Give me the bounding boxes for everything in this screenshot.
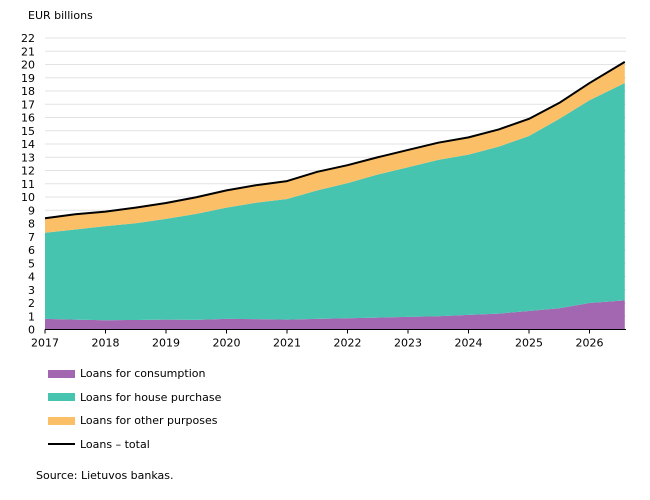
y-tick-label: 4 (28, 271, 35, 284)
y-axis-unit-label: EUR billions (28, 9, 93, 22)
legend-swatch-total (48, 443, 75, 446)
x-tick-label: 2020 (213, 337, 241, 350)
x-tick-label: 2021 (273, 337, 301, 350)
y-tick-label: 3 (28, 284, 35, 297)
total-line-group (44, 60, 626, 220)
y-tick-label: 20 (21, 59, 35, 72)
y-tick-label: 11 (21, 178, 35, 191)
legend-swatch-consumption (48, 369, 75, 378)
y-tick-label: 2 (28, 297, 35, 310)
y-tick-label: 17 (21, 98, 35, 111)
x-tick-label: 2026 (576, 337, 604, 350)
y-tick-label: 22 (21, 32, 35, 45)
legend-label-consumption: Loans for consumption (80, 367, 206, 381)
y-tick-label: 13 (21, 151, 35, 164)
x-tick-label: 2025 (515, 337, 543, 350)
legend-item-other-purposes: Loans for other purposes (48, 409, 221, 433)
legend-label-total: Loans – total (80, 437, 150, 451)
x-axis-ticks: 2017 2018 2019 2020 2021 2022 2023 2024 2025 2026 (31, 329, 604, 350)
legend-item-consumption: Loans for consumption (48, 362, 221, 386)
legend-swatch-house-purchase (48, 393, 75, 402)
legend-label-house-purchase: Loans for house purchase (80, 390, 222, 404)
stacked-areas (45, 61, 625, 330)
y-tick-label: 10 (21, 191, 35, 204)
y-tick-label: 21 (21, 45, 35, 58)
source-note: Source: Lietuvos bankas. (36, 469, 174, 482)
y-tick-label: 16 (21, 112, 35, 125)
legend-item-total: Loans – total (48, 433, 221, 457)
total-loans-line (44, 60, 626, 220)
area-house-purchase (45, 83, 625, 321)
y-tick-label: 6 (28, 244, 35, 257)
x-tick-label: 2018 (92, 337, 120, 350)
legend-label-other-purposes: Loans for other purposes (80, 414, 218, 428)
y-tick-label: 5 (28, 257, 35, 270)
area-consumption (45, 300, 625, 330)
y-tick-label: 0 (28, 324, 35, 337)
x-tick-label: 2019 (152, 337, 180, 350)
x-tick-label: 2023 (394, 337, 422, 350)
y-tick-label: 1 (28, 310, 35, 323)
y-tick-label: 15 (21, 125, 35, 138)
y-tick-label: 12 (21, 165, 35, 178)
y-tick-label: 19 (21, 72, 35, 85)
y-tick-label: 8 (28, 218, 35, 231)
y-tick-label: 9 (28, 204, 35, 217)
y-tick-label: 18 (21, 85, 35, 98)
legend: Loans for consumption Loans for house pu… (48, 362, 221, 456)
y-tick-label: 7 (28, 231, 35, 244)
legend-swatch-other-purposes (48, 416, 75, 425)
legend-item-house-purchase: Loans for house purchase (48, 386, 221, 410)
y-tick-label: 14 (21, 138, 35, 151)
x-tick-label: 2017 (31, 337, 59, 350)
x-tick-label: 2022 (334, 337, 362, 350)
x-tick-label: 2024 (455, 337, 483, 350)
area-other-purposes (45, 61, 625, 233)
